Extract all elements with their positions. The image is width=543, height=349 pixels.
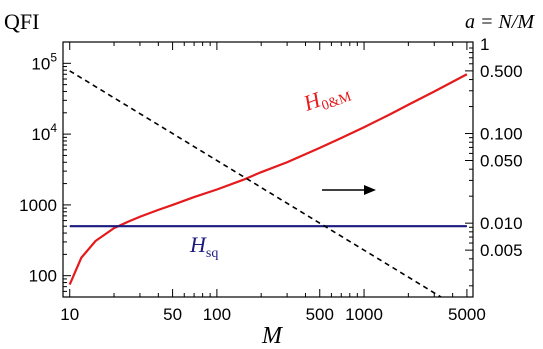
y-left-tick-label: 105 (31, 50, 57, 73)
series-label-hsq-main: H (189, 232, 207, 257)
y-left-tick-label: 1000 (19, 196, 57, 215)
x-ticks: 10 50 100 500 1000 5000 (60, 42, 486, 324)
y-right-tick-label: 0.005 (480, 241, 523, 260)
y-right-tick-label: 0.050 (480, 152, 523, 171)
y-left-tick-exponent: 5 (50, 50, 57, 64)
y-right-tick-label: 0.010 (480, 214, 523, 233)
series-label-h0m: H0&M (299, 76, 354, 120)
x-axis-label: M (261, 323, 284, 349)
y-right-ticks: 1 0.500 0.100 0.050 0.010 0.005 (465, 35, 523, 287)
x-tick-label: 5000 (448, 305, 486, 324)
y-right-tick-label: 0.100 (480, 125, 523, 144)
y-left-tick-base: 10 (31, 125, 50, 144)
top-left-label: QFI (4, 9, 39, 34)
series-label-h0m-sub: 0&M (320, 89, 354, 114)
x-tick-label: 100 (203, 305, 231, 324)
y-left-tick-base: 100 (29, 267, 57, 286)
y-right-tick-label: 0.500 (480, 62, 523, 81)
x-tick-label: 50 (163, 305, 182, 324)
y-left-tick-exponent: 4 (50, 121, 57, 135)
x-tick-label: 10 (60, 305, 79, 324)
x-tick-label: 1000 (345, 305, 383, 324)
y-left-tick-base: 10 (31, 54, 50, 73)
y-left-tick-label: 100 (29, 267, 57, 286)
series-layer (68, 70, 468, 298)
series-line-0 (68, 73, 468, 285)
right-axis-arrow (322, 185, 376, 195)
series-label-hsq-sub: sq (206, 246, 218, 261)
y-left-tick-label: 104 (31, 121, 57, 144)
top-right-label: a = N/M (465, 11, 535, 33)
y-left-tick-base: 1000 (19, 196, 57, 215)
y-right-tick-label: 1 (480, 35, 489, 54)
x-tick-label: 500 (306, 305, 334, 324)
series-line-2 (69, 70, 442, 298)
right-axis-arrow-head (364, 185, 376, 195)
series-label-hsq: Hsq (189, 232, 218, 261)
